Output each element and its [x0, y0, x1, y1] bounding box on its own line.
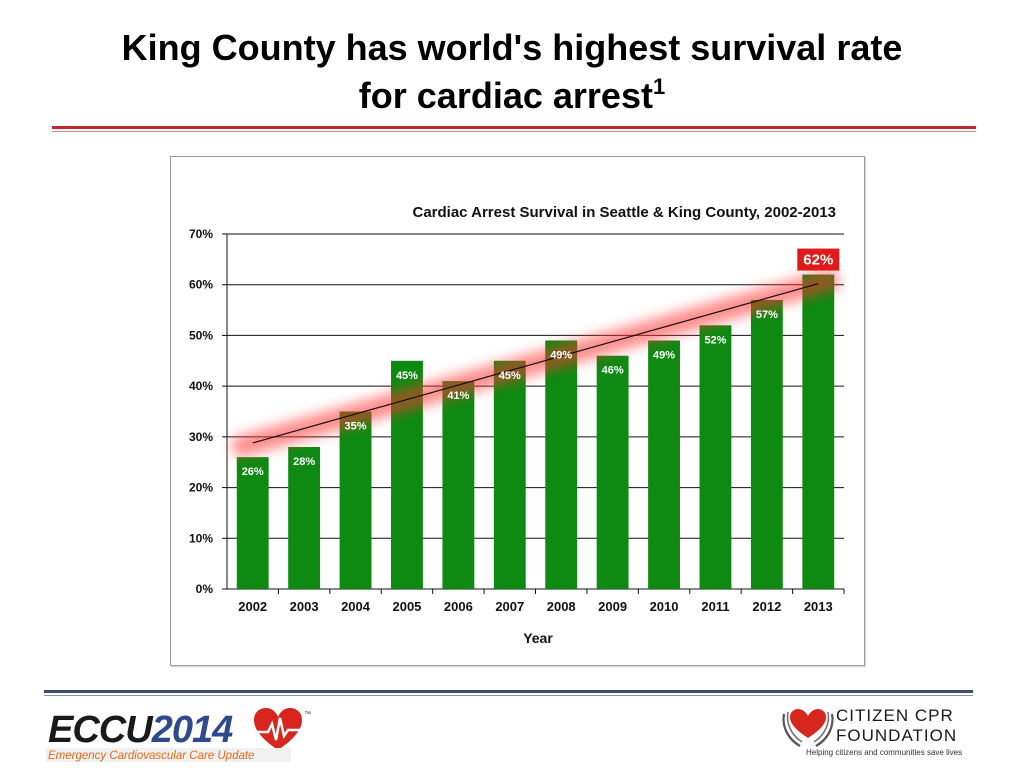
eccu-logo-part1: ECCU [48, 709, 154, 751]
chart-frame: Cardiac Arrest Survival in Seattle & Kin… [170, 156, 865, 666]
cpr-logo-tagline: Helping citizens and communities save li… [806, 748, 963, 757]
bar [493, 360, 526, 589]
cpr-logo-name-line1: CITIZEN CPR [836, 706, 954, 725]
title-divider [52, 126, 976, 129]
bar [442, 381, 475, 589]
data-label: 35% [345, 421, 367, 433]
hands-heart-icon [782, 709, 834, 747]
bar [339, 411, 372, 589]
bar [545, 340, 578, 589]
title-line-1: King County has world's highest survival… [121, 27, 903, 68]
title-line-2-text: for cardiac arrest [358, 75, 653, 116]
x-tick-label: 2010 [650, 599, 679, 614]
eccu-logo-tm: ™ [304, 711, 311, 718]
x-tick-label: 2011 [701, 599, 729, 614]
x-axis-label: Year [523, 630, 553, 646]
eccu-logo-subtitle: Emergency Cardiovascular Care Update [48, 750, 254, 762]
data-label: 52% [704, 334, 726, 346]
y-tick-label: 10% [189, 531, 213, 545]
x-tick-label: 2002 [238, 599, 267, 614]
footer-divider-thin [44, 695, 973, 696]
bar [288, 447, 321, 589]
x-tick-label: 2006 [444, 599, 473, 614]
data-label: 62% [803, 252, 833, 269]
y-tick-label: 60% [189, 278, 213, 292]
x-tick-label: 2004 [341, 599, 371, 614]
heart-icon [254, 708, 302, 750]
data-label: 26% [242, 466, 264, 478]
title-line-2: for cardiac arrest1 [40, 72, 984, 120]
data-label: 49% [653, 350, 675, 362]
trendline [252, 283, 819, 444]
bar [236, 457, 269, 589]
footer-divider [44, 690, 973, 693]
eccu-logo-text: ECCU2014 [48, 709, 233, 751]
y-tick-label: 30% [189, 430, 213, 444]
x-tick-label: 2008 [547, 599, 576, 614]
x-tick-label: 2012 [752, 599, 781, 614]
data-label: 45% [499, 370, 521, 382]
citizen-cpr-logo: CITIZEN CPR FOUNDATION Helping citizens … [780, 704, 980, 766]
bar [596, 355, 629, 589]
x-tick-label: 2007 [495, 599, 524, 614]
data-label: 45% [396, 370, 418, 382]
cpr-logo-name-line2: FOUNDATION [836, 726, 958, 745]
data-label: 28% [293, 456, 315, 468]
y-tick-label: 40% [189, 379, 213, 393]
bar-chart: Cardiac Arrest Survival in Seattle & Kin… [189, 204, 845, 646]
y-tick-label: 0% [196, 582, 214, 596]
y-tick-label: 70% [189, 227, 213, 241]
data-label: 57% [756, 309, 778, 321]
slide-title: King County has world's highest survival… [40, 24, 984, 120]
bar [802, 274, 835, 589]
y-tick-label: 50% [189, 328, 213, 342]
eccu-logo-part2: 2014 [151, 709, 233, 751]
eccu-logo: ECCU2014 ™ Emergency Cardiovascular Care… [46, 704, 326, 766]
x-tick-label: 2003 [290, 599, 319, 614]
chart-title: Cardiac Arrest Survival in Seattle & Kin… [413, 204, 837, 221]
bar [750, 299, 783, 589]
x-tick-label: 2005 [392, 599, 421, 614]
x-tick-label: 2009 [598, 599, 627, 614]
highlight-label-box [797, 248, 840, 271]
data-label: 46% [602, 365, 624, 377]
data-label: 49% [550, 350, 572, 362]
bar [648, 340, 680, 589]
bar [699, 325, 732, 589]
title-footnote: 1 [652, 74, 666, 99]
cpr-logo-name: CITIZEN CPR FOUNDATION [836, 706, 957, 746]
data-label: 41% [447, 390, 469, 402]
x-tick-label: 2013 [804, 599, 833, 614]
title-divider-thin [52, 131, 976, 132]
y-tick-label: 20% [189, 481, 213, 495]
